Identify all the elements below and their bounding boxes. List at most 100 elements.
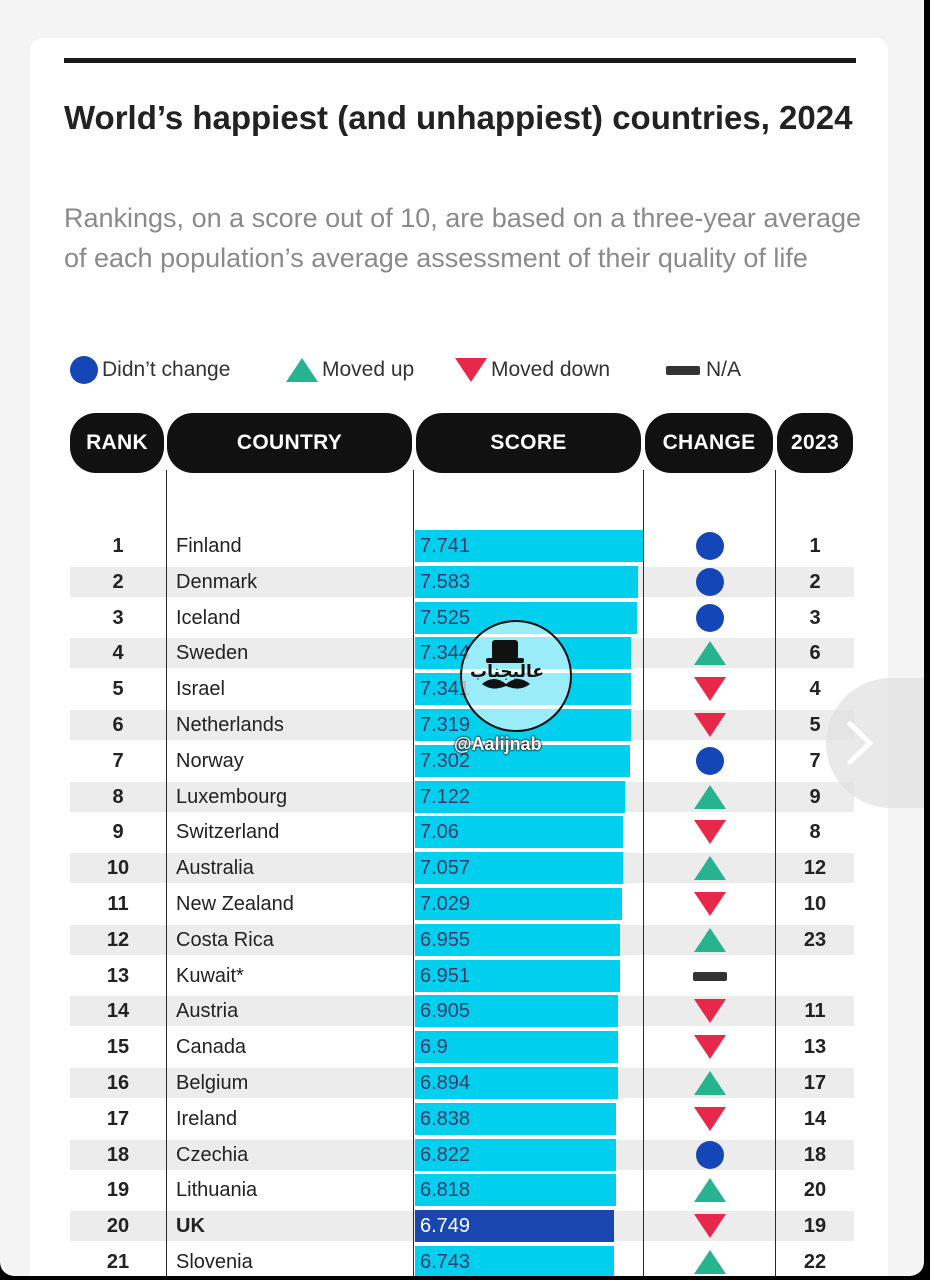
rank-cell: 1: [112, 535, 124, 557]
moved-down-triangle-icon: [694, 1035, 726, 1059]
score-bar: [415, 888, 622, 920]
score-label: 7.302: [420, 750, 471, 772]
country-cell: Costa Rica: [176, 929, 274, 951]
score-bar: [415, 781, 625, 813]
rank-cell: 4: [112, 642, 124, 664]
rank-2023-cell: 2: [809, 571, 821, 593]
rank-cell: 3: [112, 607, 124, 629]
country-cell: Sweden: [176, 642, 249, 664]
country-cell: Austria: [176, 1000, 239, 1022]
rank-cell: 7: [112, 750, 124, 772]
rank-cell: 2: [112, 571, 124, 593]
watermark-handle: @Aalijnab: [454, 734, 542, 754]
score-label: 7.341: [420, 678, 471, 700]
rank-cell: 18: [106, 1144, 130, 1166]
no-change-circle-icon: [696, 747, 724, 775]
rank-cell: 6: [112, 714, 124, 736]
moved-up-triangle-icon: [694, 928, 726, 952]
rank-cell: 14: [106, 1000, 130, 1022]
country-cell: Canada: [176, 1036, 247, 1058]
country-cell: New Zealand: [176, 893, 294, 915]
rank-2023-cell: 18: [803, 1144, 827, 1166]
score-label: 6.905: [420, 1000, 471, 1022]
rank-2023-cell: 13: [803, 1036, 827, 1058]
rank-cell: 8: [112, 786, 124, 808]
watermark-arabic: عالیجناب: [470, 662, 544, 682]
country-cell: Israel: [176, 678, 225, 700]
country-cell: UK: [176, 1215, 205, 1237]
legend-moved-down: Moved down: [455, 355, 610, 385]
score-label: 7.122: [420, 786, 471, 808]
score-bar: [415, 960, 620, 992]
score-label: 7.319: [420, 714, 471, 736]
no-change-circle-icon: [696, 1141, 724, 1169]
rank-2023-cell: 12: [803, 857, 827, 879]
score-bar: [415, 1246, 614, 1276]
rank-2023-cell: 6: [809, 642, 821, 664]
rank-2023-cell: 8: [809, 821, 821, 843]
moved-down-triangle-icon: [694, 677, 726, 701]
score-label: 7.344: [420, 642, 471, 664]
no-change-circle-icon: [696, 604, 724, 632]
watermark-logo: عالیجناب: [460, 620, 572, 732]
column-divider: [643, 470, 644, 1276]
country-cell: Slovenia: [176, 1251, 253, 1273]
moved-down-triangle-icon: [694, 1107, 726, 1131]
chart-subtitle: Rankings, on a score out of 10, are base…: [64, 203, 862, 273]
rank-cell: 13: [106, 965, 130, 987]
score-label: 7.741: [420, 535, 471, 557]
rank-cell: 17: [106, 1108, 130, 1130]
moved-down-triangle-icon: [694, 713, 726, 737]
column-divider: [775, 470, 776, 1276]
moved-up-triangle-icon: [694, 1071, 726, 1095]
legend-na: N/A: [666, 355, 741, 385]
na-dash-icon: [693, 972, 727, 981]
moved-down-triangle-icon: [694, 892, 726, 916]
score-label: 6.743: [420, 1251, 471, 1273]
score-label: 6.818: [420, 1179, 471, 1201]
rank-2023-cell: 10: [803, 893, 827, 915]
score-label: 7.06: [420, 821, 459, 843]
moved-down-triangle-icon: [694, 820, 726, 844]
legend-no-change-label: Didn’t change: [102, 358, 231, 381]
score-label: 6.9: [420, 1036, 448, 1058]
score-bar: [415, 1067, 618, 1099]
rank-2023-cell: 23: [803, 929, 827, 951]
country-cell: Iceland: [176, 607, 241, 629]
legend-no-change: Didn’t change: [70, 355, 230, 385]
top-rule: [64, 58, 856, 63]
country-cell: Kuwait*: [176, 965, 244, 987]
rank-cell: 12: [106, 929, 130, 951]
chevron-right-icon: [847, 721, 873, 765]
country-cell: Netherlands: [176, 714, 284, 736]
score-bar: [415, 1210, 614, 1242]
rank-2023-cell: 7: [809, 750, 821, 772]
score-bar: [415, 1139, 616, 1171]
score-label: 6.838: [420, 1108, 471, 1130]
rank-2023-cell: 17: [803, 1072, 827, 1094]
country-cell: Finland: [176, 535, 242, 557]
header-rank: RANK: [70, 413, 164, 473]
header-change: CHANGE: [645, 413, 773, 473]
header-score: SCORE: [416, 413, 641, 473]
score-bar: [415, 816, 623, 848]
score-label: 6.955: [420, 929, 471, 951]
legend-na-label: N/A: [706, 358, 742, 381]
rank-2023-cell: 1: [809, 535, 821, 557]
score-label: 7.583: [420, 571, 471, 593]
rank-2023-cell: 9: [809, 786, 821, 808]
moved-up-triangle-icon: [694, 1178, 726, 1202]
next-slide-button[interactable]: [826, 678, 924, 808]
country-cell: Luxembourg: [176, 786, 288, 808]
rank-2023-cell: 3: [809, 607, 821, 629]
rank-2023-cell: 20: [803, 1179, 827, 1201]
score-bar: [415, 566, 638, 598]
rank-cell: 21: [106, 1251, 130, 1273]
score-label: 6.822: [420, 1144, 471, 1166]
moved-down-triangle-icon: [694, 999, 726, 1023]
moved-up-triangle-icon: [694, 1250, 726, 1274]
legend-moved-up: Moved up: [286, 355, 414, 385]
rank-cell: 11: [107, 893, 129, 915]
score-bar: [415, 530, 643, 562]
rank-cell: 10: [106, 857, 130, 879]
